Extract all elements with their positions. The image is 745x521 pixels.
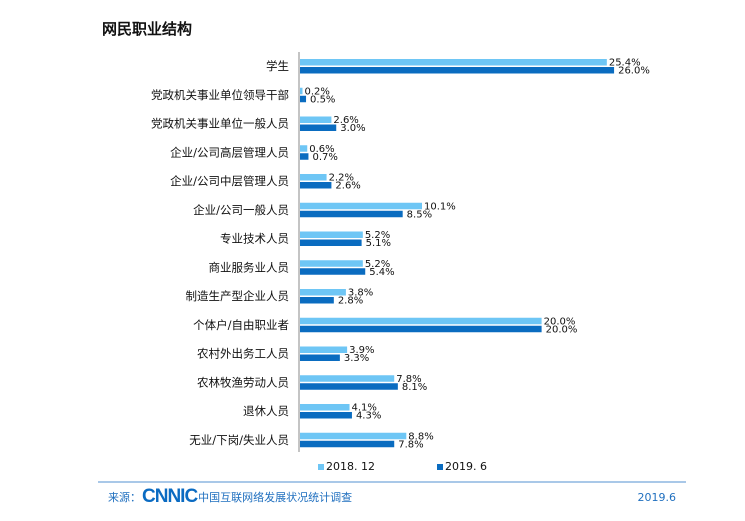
bar-chart: 学生 25.4%26.0% 党政机关事业单位领导干部 0.2%0.5% 党政机关事业单位… — [151, 52, 650, 452]
legend-item-2018: 2018. 12 — [318, 460, 375, 473]
source-text: 中国互联网络发展状况统计调查 — [198, 491, 353, 504]
bar — [300, 289, 346, 296]
category-label: 个体户/自由职业者 — [193, 318, 289, 332]
bar — [300, 440, 395, 448]
bar — [300, 354, 340, 361]
legend-label: 2018. 12 — [326, 460, 375, 473]
bar — [300, 260, 363, 267]
data-label: 2.2% — [329, 173, 354, 184]
category-label: 农村外出务工人员 — [197, 347, 289, 361]
category-label: 企业/公司中层管理人员 — [170, 174, 289, 188]
report-date: 2019.6 — [637, 490, 677, 504]
bar — [300, 383, 398, 390]
data-label: 0.7% — [312, 152, 337, 163]
bar — [300, 59, 607, 66]
category-label: 党政机关事业单位领导干部 — [151, 88, 289, 102]
category-label: 企业/公司一般人员 — [193, 203, 289, 217]
bar — [300, 412, 352, 419]
legend-label: 2019. 6 — [444, 460, 487, 473]
footer: 来源： CNNIC 中国互联网络发展状况统计调查 2019.6 — [108, 486, 676, 508]
data-label: 20.0% — [546, 324, 578, 335]
data-label: 20.0% — [544, 316, 576, 327]
bar — [300, 346, 348, 353]
bar — [300, 325, 542, 333]
data-label: 26.0% — [618, 66, 650, 77]
source-label: 来源： — [108, 491, 141, 504]
bar — [300, 153, 309, 160]
bar — [300, 67, 615, 74]
bar — [300, 95, 307, 103]
bar — [300, 87, 303, 95]
data-label: 4.3% — [356, 411, 381, 422]
bar — [300, 268, 366, 275]
data-label: 7.8% — [398, 439, 423, 450]
category-label: 企业/公司高层管理人员 — [170, 145, 289, 159]
category-label: 退休人员 — [243, 404, 289, 418]
bar — [300, 202, 423, 210]
category-label: 制造生产型企业人员 — [186, 289, 290, 303]
data-label: 3.0% — [340, 123, 365, 134]
bar — [300, 116, 332, 123]
bar — [300, 317, 542, 325]
bar — [300, 124, 337, 131]
category-label: 无业/下岗/失业人员 — [189, 433, 289, 447]
data-label: 25.4% — [609, 58, 641, 69]
data-label: 8.8% — [408, 431, 433, 442]
data-label: 0.6% — [309, 144, 334, 155]
data-label: 3.8% — [348, 288, 373, 299]
legend-swatch — [318, 463, 324, 470]
data-label: 2.6% — [333, 115, 358, 126]
data-label: 5.2% — [365, 230, 390, 241]
chart-title: 网民职业结构 — [102, 20, 193, 38]
data-label: 2.6% — [335, 181, 360, 192]
category-label: 学生 — [266, 59, 289, 73]
data-label: 2.8% — [338, 296, 363, 307]
bar — [300, 239, 362, 246]
bar — [300, 145, 308, 152]
data-label: 5.2% — [365, 259, 390, 270]
data-label: 3.9% — [349, 345, 374, 356]
data-label: 8.5% — [407, 209, 432, 220]
data-label: 3.3% — [344, 353, 369, 364]
bar — [300, 182, 332, 189]
footer-divider — [98, 481, 686, 483]
data-label: 0.5% — [310, 94, 335, 105]
data-label: 7.8% — [396, 374, 421, 385]
legend: 2018. 12 2019. 6 — [318, 460, 487, 473]
bar — [300, 375, 395, 382]
category-label: 专业技术人员 — [220, 232, 289, 246]
bar — [300, 231, 363, 238]
data-label: 5.1% — [366, 238, 391, 249]
bar — [300, 210, 403, 218]
bar — [300, 404, 350, 411]
data-label: 8.1% — [402, 382, 427, 393]
data-label: 5.4% — [369, 267, 394, 278]
category-label: 党政机关事业单位一般人员 — [151, 117, 289, 131]
bar — [300, 297, 334, 304]
data-label: 10.1% — [424, 201, 456, 212]
bar — [300, 432, 407, 440]
category-label: 农林牧渔劳动人员 — [197, 375, 289, 389]
legend-item-2019: 2019. 6 — [436, 460, 487, 473]
bar — [300, 174, 327, 181]
data-label: 4.1% — [352, 403, 377, 414]
category-label: 商业服务业人员 — [209, 260, 290, 274]
data-label: 0.2% — [305, 86, 330, 97]
cnnic-logo: CNNIC — [142, 486, 198, 507]
legend-swatch — [436, 463, 443, 470]
